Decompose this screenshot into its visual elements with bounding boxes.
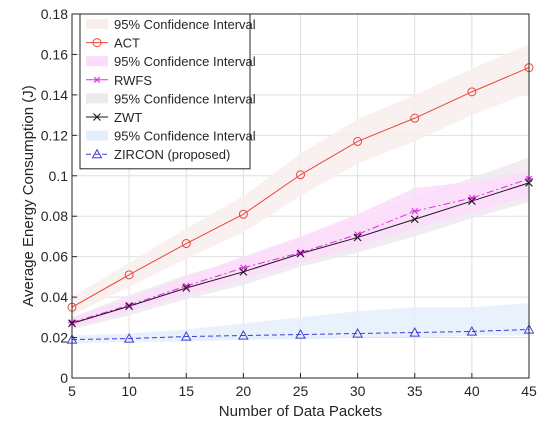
legend-label: 95% Confidence Interval (114, 54, 256, 69)
y-tick-label: 0.06 (41, 249, 68, 265)
y-tick-label: 0.16 (41, 46, 68, 62)
x-tick-label: 20 (236, 383, 252, 399)
x-tick-label: 45 (521, 383, 537, 399)
y-axis-label: Average Energy Consumption (J) (20, 85, 37, 307)
data-point-marker (181, 239, 191, 249)
data-point-marker (409, 326, 421, 337)
legend-box (79, 13, 251, 170)
data-point-marker (295, 328, 306, 339)
legend-label: ACT (114, 36, 140, 51)
data-point-marker (124, 270, 134, 280)
data-point-marker (410, 207, 419, 215)
x-tick-label: 5 (68, 383, 76, 399)
data-point-marker (467, 87, 477, 97)
y-tick-label: 0.12 (41, 127, 68, 143)
x-tick-label: 15 (178, 383, 194, 399)
x-tick-label: 35 (407, 383, 423, 399)
y-tick-label: 0.02 (41, 330, 68, 346)
data-point-marker (467, 197, 476, 205)
x-tick-label: 25 (293, 383, 309, 399)
data-point-marker (91, 148, 103, 159)
data-point-marker (466, 325, 478, 336)
data-point-marker (296, 249, 305, 256)
legend-band-swatch (86, 130, 108, 141)
legend-band-swatch (86, 56, 108, 67)
legend-label: ZWT (114, 110, 142, 125)
legend-band-swatch (86, 19, 108, 29)
data-point-marker (353, 233, 362, 242)
data-point-marker (410, 113, 420, 123)
series-markers (66, 63, 535, 344)
data-point-marker (92, 38, 102, 48)
y-tick-label: 0.08 (41, 208, 68, 224)
x-tick-label: 30 (350, 383, 366, 399)
series-line (71, 178, 530, 323)
legend-label: 95% Confidence Interval (114, 129, 256, 144)
data-point-marker (180, 331, 192, 341)
y-tick-label: 0.18 (41, 6, 68, 22)
legend-label: ZIRCON (proposed) (114, 147, 230, 162)
y-tick-label: 0 (60, 370, 68, 386)
data-point-marker (352, 327, 363, 338)
y-axis-ticks: 0 0.02 0.04 0.06 0.08 0.1 0.12 0.14 0.16 0.18 (41, 6, 77, 386)
x-axis-ticks: 5 10 15 20 25 30 35 40 45 (68, 373, 537, 399)
y-tick-label: 0.14 (41, 87, 68, 103)
data-point-marker (238, 209, 248, 219)
series-line (71, 67, 530, 308)
data-point-marker (182, 284, 191, 292)
data-point-marker (125, 302, 134, 309)
data-point-marker (123, 333, 135, 343)
legend-label: 95% Confidence Interval (114, 17, 256, 32)
data-point-marker (239, 267, 248, 276)
x-axis-label: Number of Data Packets (219, 403, 382, 420)
confidence-band (72, 303, 529, 344)
x-tick-label: 40 (464, 383, 480, 399)
legend-label: 95% Confidence Interval (114, 91, 256, 106)
legend: 95% Confidence Interval ACT 95% Confidence… (79, 13, 256, 170)
data-point-marker (353, 136, 363, 146)
data-point-marker (125, 302, 134, 311)
data-point-marker (93, 76, 101, 83)
series-line (71, 328, 530, 341)
data-point-marker (296, 170, 305, 180)
x-tick-label: 10 (121, 383, 137, 399)
legend-label: RWFS (114, 73, 152, 88)
data-point-marker (238, 330, 249, 340)
legend-band-swatch (86, 93, 108, 104)
data-point-marker (93, 113, 101, 121)
y-tick-label: 0.04 (41, 289, 68, 305)
y-tick-label: 0.1 (49, 168, 69, 184)
data-point-marker (410, 215, 419, 224)
data-point-marker (296, 249, 305, 258)
